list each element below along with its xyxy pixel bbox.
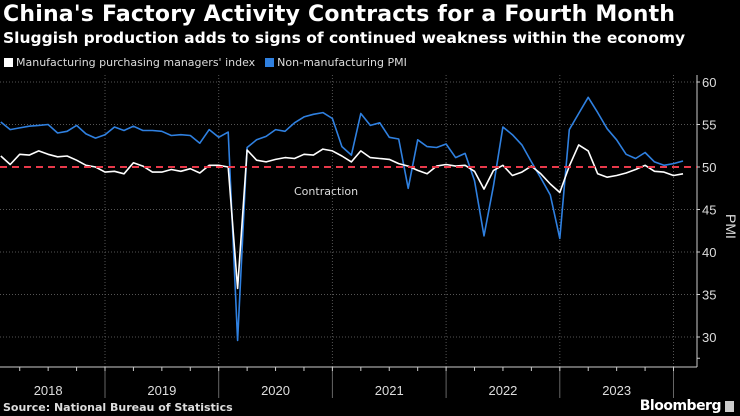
y-tick-label: 55 [702,118,716,133]
y-tick-label: 45 [702,203,716,218]
x-tick-label: 2020 [261,383,290,398]
y-tick-label: 60 [702,75,716,90]
x-tick-label: 2019 [147,383,176,398]
legend-label-manufacturing: Manufacturing purchasing managers' index [16,56,256,69]
legend-label-non-manufacturing: Non-manufacturing PMI [277,56,407,69]
bloomberg-terminal-icon [725,400,734,412]
legend-swatch-non-manufacturing [265,58,275,67]
chart-subtitle: Sluggish production adds to signs of con… [3,29,686,47]
y-axis-label: PMI [723,214,739,239]
chart-title: China's Factory Activity Contracts for a… [3,2,676,27]
y-tick-label: 30 [702,330,716,345]
legend-swatch-manufacturing [4,58,13,67]
brand-label: Bloomberg [639,398,722,414]
bloomberg-logo: Bloomberg [640,398,734,414]
x-tick-label: 2021 [375,383,404,398]
x-tick-label: 2023 [602,383,631,398]
x-tick-label: 2022 [488,383,517,398]
x-tick-label: 2018 [34,383,63,398]
source-note: Source: National Bureau of Statistics [3,401,233,414]
legend-item-non-manufacturing: Non-manufacturing PMI [265,56,407,69]
contraction-annotation: Contraction [294,185,358,198]
legend-item-manufacturing: Manufacturing purchasing managers' index [4,56,255,69]
y-tick-label: 50 [702,160,716,175]
y-tick-label: 35 [702,288,716,303]
y-tick-label: 40 [702,245,716,260]
legend: Manufacturing purchasing managers' index… [4,56,407,69]
series-line-non-manufacturing [0,96,684,342]
